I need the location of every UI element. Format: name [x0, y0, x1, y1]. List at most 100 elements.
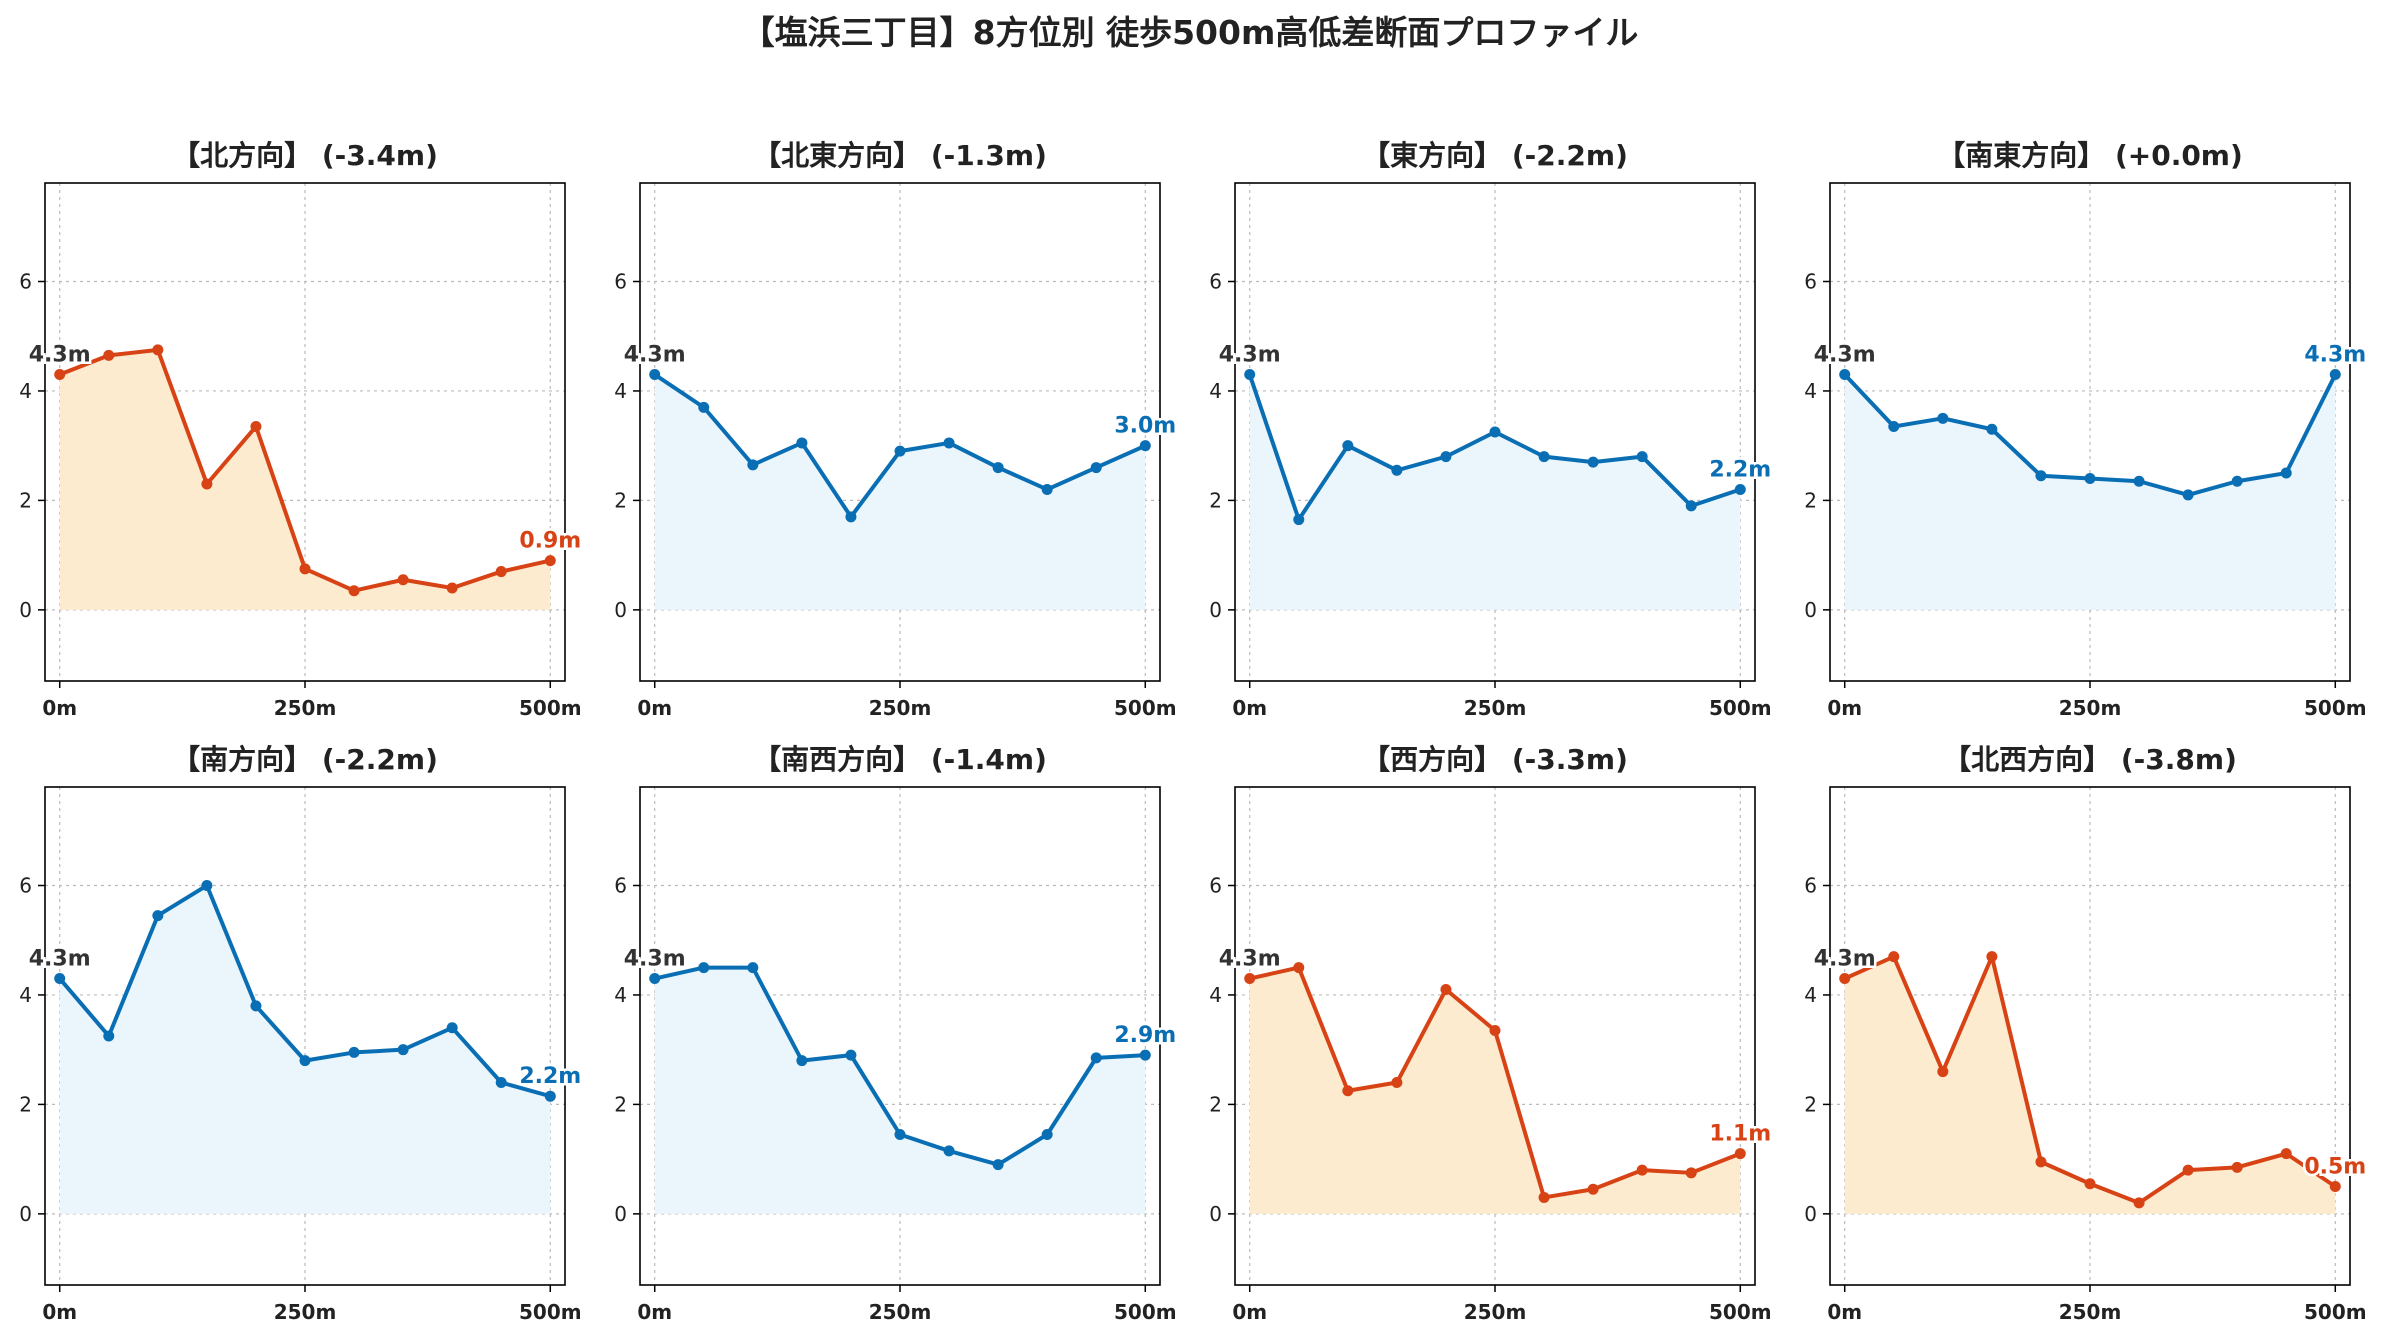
panel-title: 【南方向】 (-2.2m): [172, 743, 438, 776]
chart-panel: 【北方向】 (-3.4m) 0 2 4 6 0m 250m 500m 4.3m 0.9m: [19, 139, 583, 720]
chart-panel: 【南西方向】 (-1.4m) 0 2 4 6 0m 250m 500m 4.3m 2.9m: [614, 743, 1178, 1324]
data-point: [649, 369, 661, 381]
data-point: [2084, 1178, 2096, 1190]
data-point: [1636, 451, 1648, 463]
data-point: [796, 437, 808, 449]
data-point: [2231, 1161, 2243, 1173]
data-point: [1538, 451, 1550, 463]
y-tick-label: 6: [19, 874, 32, 898]
data-point: [299, 563, 311, 575]
chart-panel: 【南東方向】 (+0.0m) 0 2 4 6 0m 250m 500m 4.3m 4.3m: [1804, 139, 2368, 720]
data-point: [1391, 464, 1403, 476]
area-fill: [59, 885, 551, 1214]
data-point: [201, 880, 213, 892]
x-tick-label: 0m: [1827, 1300, 1862, 1324]
data-point: [1587, 1183, 1599, 1195]
data-point: [2084, 473, 2096, 485]
data-point: [2035, 470, 2047, 482]
y-tick-label: 2: [19, 1092, 32, 1116]
panel-title: 【東方向】 (-2.2m): [1362, 139, 1628, 172]
end-value-label: 0.9m: [519, 529, 581, 554]
data-point: [2182, 1164, 2194, 1176]
area-fill: [1249, 374, 1741, 610]
data-point: [1839, 973, 1851, 985]
data-point: [348, 585, 360, 597]
data-point: [495, 566, 507, 578]
y-tick-label: 4: [1209, 379, 1222, 403]
end-value-label: 2.2m: [519, 1064, 581, 1089]
panels-grid: 【北方向】 (-3.4m) 0 2 4 6 0m 250m 500m 4.3m 0.9m 【北東方向…: [19, 139, 2368, 1324]
data-point: [2182, 489, 2194, 501]
data-point: [1041, 483, 1053, 495]
area-fill: [654, 374, 1146, 610]
chart-panel: 【東方向】 (-2.2m) 0 2 4 6 0m 250m 500m 4.3m 2.2m: [1209, 139, 1773, 720]
data-point: [1139, 1049, 1151, 1061]
data-point: [1342, 440, 1354, 452]
data-point: [1440, 983, 1452, 995]
area-fill: [1844, 374, 2336, 610]
x-tick-label: 0m: [1232, 696, 1267, 720]
data-point: [992, 462, 1004, 474]
x-tick-label: 250m: [274, 1300, 337, 1324]
y-tick-label: 6: [614, 874, 627, 898]
x-tick-label: 500m: [1709, 1300, 1772, 1324]
y-tick-label: 0: [1209, 598, 1222, 622]
end-value-label: 3.0m: [1114, 414, 1176, 439]
data-point: [544, 1090, 556, 1102]
start-value-label: 4.3m: [1219, 343, 1281, 368]
data-point: [1538, 1191, 1550, 1203]
x-tick-label: 250m: [2059, 1300, 2122, 1324]
x-tick-label: 250m: [1464, 696, 1527, 720]
data-point: [2280, 467, 2292, 479]
data-point: [54, 369, 66, 381]
data-point: [845, 511, 857, 523]
y-tick-label: 0: [614, 1202, 627, 1226]
y-tick-label: 0: [1804, 1202, 1817, 1226]
x-tick-label: 250m: [2059, 696, 2122, 720]
y-tick-label: 4: [614, 983, 627, 1007]
x-tick-label: 500m: [1709, 696, 1772, 720]
data-point: [1839, 369, 1851, 381]
x-tick-label: 0m: [1827, 696, 1862, 720]
panel-title: 【南東方向】 (+0.0m): [1937, 139, 2243, 172]
start-value-label: 4.3m: [29, 343, 91, 368]
data-point: [1139, 440, 1151, 452]
data-point: [1244, 369, 1256, 381]
data-point: [103, 1030, 115, 1042]
y-tick-label: 6: [1804, 874, 1817, 898]
x-tick-label: 0m: [42, 696, 77, 720]
data-point: [796, 1055, 808, 1067]
y-tick-label: 2: [1804, 1092, 1817, 1116]
data-point: [649, 973, 661, 985]
y-tick-label: 4: [19, 379, 32, 403]
y-tick-label: 4: [1804, 379, 1817, 403]
area-fill: [654, 967, 1146, 1214]
y-tick-label: 4: [1804, 983, 1817, 1007]
data-point: [348, 1046, 360, 1058]
data-point: [1888, 951, 1900, 963]
data-point: [1489, 1025, 1501, 1037]
data-point: [250, 1000, 262, 1012]
x-tick-label: 500m: [1114, 1300, 1177, 1324]
start-value-label: 4.3m: [1814, 343, 1876, 368]
data-point: [894, 1129, 906, 1141]
chart-panel: 【南方向】 (-2.2m) 0 2 4 6 0m 250m 500m 4.3m 2.2m: [19, 743, 583, 1324]
data-point: [698, 962, 710, 974]
data-point: [747, 962, 759, 974]
data-point: [1391, 1077, 1403, 1089]
data-point: [397, 574, 409, 586]
data-point: [152, 344, 164, 356]
y-tick-label: 2: [19, 488, 32, 512]
x-tick-label: 500m: [2304, 696, 2367, 720]
area-fill: [1844, 956, 2336, 1214]
y-tick-label: 0: [19, 1202, 32, 1226]
data-point: [2133, 475, 2145, 487]
data-point: [1636, 1164, 1648, 1176]
data-point: [1244, 973, 1256, 985]
x-tick-label: 0m: [637, 696, 672, 720]
y-tick-label: 4: [19, 983, 32, 1007]
x-tick-label: 500m: [2304, 1300, 2367, 1324]
start-value-label: 4.3m: [1814, 947, 1876, 972]
data-point: [2133, 1197, 2145, 1209]
data-point: [250, 421, 262, 433]
